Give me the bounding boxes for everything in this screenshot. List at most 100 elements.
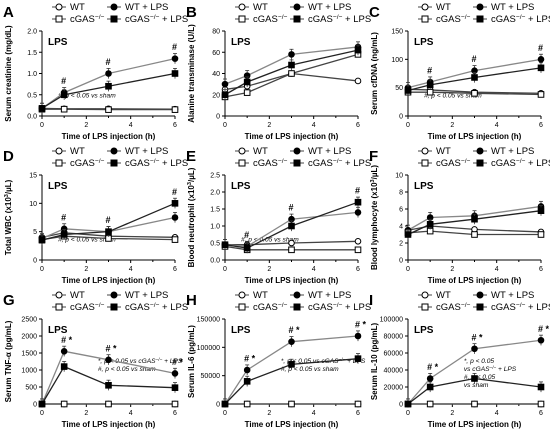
legend-label-wt_lps: WT + LPS bbox=[491, 146, 534, 157]
x-tick-label: 4 bbox=[129, 410, 133, 417]
data-point bbox=[354, 238, 362, 245]
x-tick-label: 0 bbox=[40, 122, 44, 129]
data-point bbox=[288, 51, 295, 58]
significance-mark: # * bbox=[427, 362, 439, 372]
x-tick-label: 2 bbox=[450, 410, 454, 417]
data-point bbox=[354, 400, 362, 408]
y-tick-label: 40 bbox=[212, 71, 220, 78]
significance-note: vs sham bbox=[464, 382, 489, 389]
data-point bbox=[471, 90, 478, 97]
significance-note: *, p < 0.05 vs cGAS−/− + LPS bbox=[98, 357, 183, 366]
data-point bbox=[60, 105, 68, 113]
x-tick-label: 2 bbox=[84, 266, 88, 273]
x-axis-label: Time of LPS injection (h) bbox=[62, 276, 156, 285]
data-point bbox=[426, 400, 434, 408]
panel-H: H WT WT + LPS cGAS−/− cGAS−/− + LPS 0 50000 100… bbox=[186, 290, 371, 429]
data-point bbox=[171, 384, 179, 391]
data-point bbox=[60, 348, 68, 355]
legend: WT WT + LPS cGAS−/− cGAS−/− + LPS bbox=[235, 146, 371, 169]
series-line bbox=[407, 225, 542, 233]
y-axis-label: Serum cfDNA (ng/mL) bbox=[370, 32, 379, 115]
data-point bbox=[171, 55, 179, 62]
legend-label-cgas_lps: cGAS−/− + LPS bbox=[491, 302, 550, 314]
y-tick-label: 60000 bbox=[384, 351, 404, 358]
condition-label: LPS bbox=[231, 37, 251, 48]
y-tick-label: 1.5 bbox=[210, 207, 220, 214]
x-tick-label: 4 bbox=[129, 266, 133, 273]
significance-mark: # * bbox=[355, 320, 367, 330]
data-point bbox=[426, 375, 434, 382]
y-tick-label: 60 bbox=[212, 50, 220, 57]
y-tick-label: 40000 bbox=[384, 368, 404, 375]
data-point bbox=[354, 332, 362, 340]
y-tick-label: 2000 bbox=[21, 334, 37, 341]
legend-label-cgas: cGAS−/− bbox=[253, 302, 288, 314]
significance-note: #, p < 0.05 vs sham bbox=[98, 366, 156, 373]
data-point bbox=[288, 361, 295, 368]
x-tick-label: 0 bbox=[406, 410, 410, 417]
condition-label: LPS bbox=[48, 181, 68, 192]
data-point bbox=[60, 91, 68, 99]
series-line bbox=[224, 335, 359, 405]
y-tick-label: 0 bbox=[216, 402, 220, 409]
panel-letter: I bbox=[369, 292, 373, 309]
significance-mark: # bbox=[106, 215, 111, 225]
series-cgas bbox=[404, 227, 545, 238]
condition-label: LPS bbox=[414, 181, 434, 192]
panel-letter: D bbox=[3, 148, 14, 165]
legend-label-wt: WT bbox=[253, 2, 268, 13]
condition-label: LPS bbox=[48, 325, 68, 336]
data-point bbox=[221, 80, 229, 88]
data-point bbox=[288, 70, 295, 77]
data-point bbox=[537, 336, 545, 344]
data-point bbox=[471, 215, 478, 223]
data-point bbox=[38, 236, 46, 244]
data-point bbox=[105, 356, 112, 364]
y-tick-label: 50000 bbox=[201, 373, 221, 380]
x-tick-label: 2 bbox=[84, 410, 88, 417]
significance-mark: # bbox=[244, 230, 249, 240]
significance-mark: # bbox=[427, 66, 432, 76]
x-tick-label: 6 bbox=[539, 410, 543, 417]
series-line bbox=[407, 88, 542, 94]
y-tick-label: 1.0 bbox=[210, 224, 220, 231]
y-tick-label: 0 bbox=[33, 258, 37, 265]
data-point bbox=[471, 400, 478, 408]
legend-label-wt_lps: WT + LPS bbox=[125, 146, 168, 157]
y-tick-label: 1500 bbox=[21, 351, 37, 358]
panel-D: D WT WT + LPS cGAS−/− cGAS−/− + LPS 0 5 10 15 0 2 4… bbox=[3, 146, 188, 285]
legend-label-wt: WT bbox=[436, 146, 451, 157]
condition-label: LPS bbox=[48, 37, 68, 48]
series-cgas bbox=[221, 400, 362, 408]
x-axis-label: Time of LPS injection (h) bbox=[245, 420, 339, 429]
series-cgas_lps bbox=[221, 353, 362, 408]
legend: WT WT + LPS cGAS−/− cGAS−/− + LPS bbox=[52, 2, 188, 25]
significance-note: #, p < 0.05 vs sham bbox=[58, 236, 116, 243]
x-tick-label: 6 bbox=[539, 122, 543, 129]
panel-F: F WT WT + LPS cGAS−/− cGAS−/− + LPS 0 2 4 6 8 10 0 2… bbox=[369, 146, 550, 285]
y-tick-label: 0.5 bbox=[210, 241, 220, 248]
y-axis-label: Total WBC (x103/µL) bbox=[4, 179, 13, 255]
legend: WT WT + LPS cGAS−/− cGAS−/− + LPS bbox=[418, 290, 550, 313]
significance-mark: # * bbox=[61, 335, 73, 345]
x-tick-label: 6 bbox=[173, 122, 177, 129]
data-point bbox=[243, 400, 251, 408]
x-tick-label: 0 bbox=[223, 410, 227, 417]
data-point bbox=[288, 246, 295, 254]
x-tick-label: 0 bbox=[406, 122, 410, 129]
data-point bbox=[471, 345, 478, 353]
significance-note: #, p < 0.05 bbox=[464, 374, 496, 381]
data-point bbox=[243, 244, 251, 252]
x-axis-label: Time of LPS injection (h) bbox=[428, 276, 522, 285]
series-cgas_lps bbox=[404, 205, 545, 240]
data-point bbox=[171, 400, 179, 408]
x-tick-label: 4 bbox=[495, 266, 499, 273]
series-line bbox=[41, 365, 176, 405]
data-point bbox=[171, 370, 179, 377]
x-tick-label: 0 bbox=[223, 122, 227, 129]
data-point bbox=[288, 239, 295, 247]
data-point bbox=[354, 209, 362, 216]
data-point bbox=[471, 375, 478, 382]
